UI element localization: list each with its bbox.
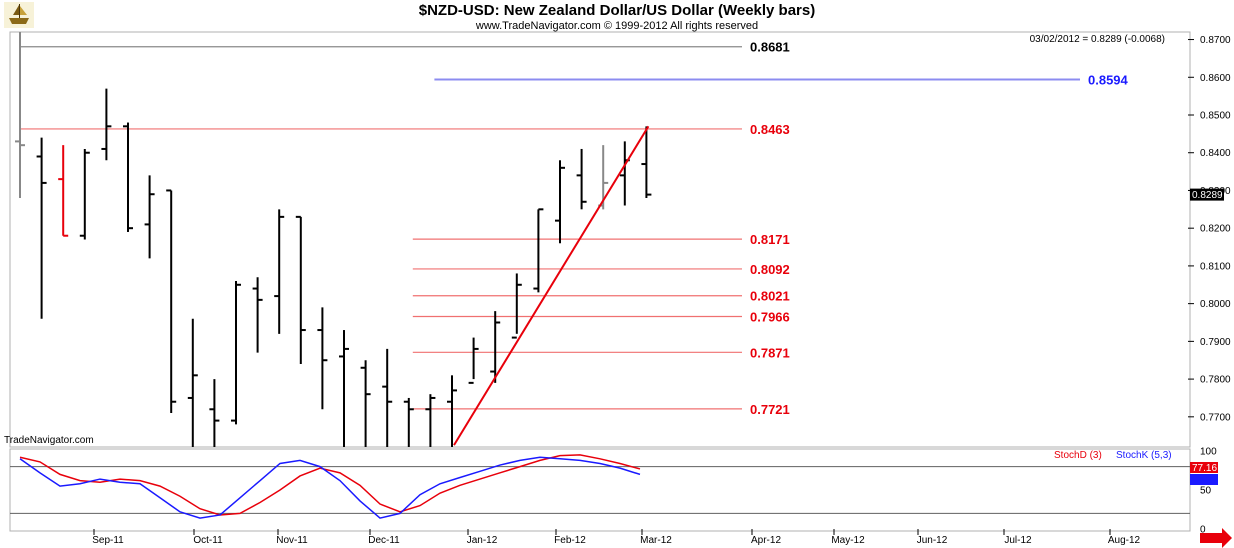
ohlc-bar — [274, 209, 285, 334]
price-tick-label: 0.7800 — [1200, 375, 1231, 386]
level-label: 0.7871 — [750, 345, 790, 360]
price-levels: 0.8681 0.8594 0.8463 0.8171 0.8092 0.8021 0.79… — [20, 40, 1129, 417]
oscillator-legend-entry: StochK (5,3) — [1116, 450, 1172, 461]
ohlc-bar — [123, 122, 133, 232]
oscillator-tick-label: 0 — [1200, 525, 1206, 536]
price-axis: 0.87000.86000.85000.84000.83000.82000.81… — [1188, 35, 1231, 423]
time-tick-label: Jan-12 — [467, 535, 498, 546]
logo-icon — [4, 2, 34, 28]
ohlc-bar — [36, 137, 47, 319]
level-label: 0.8092 — [750, 262, 790, 277]
time-axis: Sep-11 Oct-11 Nov-11 Dec-11 Jan-12 Feb-12 Mar-… — [92, 529, 1141, 546]
time-tick-label: Jul-12 — [1004, 535, 1032, 546]
oscillator-value-tag — [1190, 462, 1218, 473]
trendline-layer — [453, 125, 650, 446]
ohlc-bar — [15, 32, 25, 198]
ohlc-bar — [144, 175, 155, 259]
price-tick-label: 0.8200 — [1200, 224, 1231, 235]
last-price-label: 0.8289 — [1192, 190, 1223, 201]
oscillator-pane-frame — [9, 448, 1191, 532]
time-tick-label: Jun-12 — [917, 535, 948, 546]
price-tick-label: 0.8000 — [1200, 299, 1231, 310]
oscillator-series-line — [19, 456, 641, 519]
ohlc-bar — [533, 208, 544, 293]
ohlc-bar — [576, 148, 587, 210]
chart-title: $NZD-USD: New Zealand Dollar/US Dollar (… — [419, 2, 815, 19]
oscillator-value-label: 77.16 — [1192, 463, 1217, 474]
ohlc-bar — [166, 189, 177, 414]
ohlc-bar — [187, 318, 198, 447]
price-tick-label: 0.8400 — [1200, 148, 1231, 159]
ohlc-bar — [209, 379, 220, 447]
trendline — [453, 125, 650, 446]
level-label: 0.7721 — [750, 402, 790, 417]
level-label: 0.8463 — [750, 122, 790, 137]
ohlc-bar — [295, 215, 306, 364]
time-tick-label: Apr-12 — [751, 535, 781, 546]
time-tick-label: Mar-12 — [640, 535, 672, 546]
ohlc-bar — [425, 394, 436, 447]
ohlc-bar — [252, 277, 263, 353]
level-label: 0.8171 — [750, 232, 790, 247]
title-bar: $NZD-USD: New Zealand Dollar/US Dollar (… — [4, 2, 1165, 446]
price-tick-label: 0.8500 — [1200, 111, 1231, 122]
ohlc-bar — [555, 160, 565, 244]
oscillator-legend-entry: StochD (3) — [1054, 450, 1102, 461]
level-label: 0.8594 — [1088, 73, 1129, 88]
time-tick-label: Sep-11 — [92, 535, 124, 546]
watermark: TradeNavigator.com — [4, 435, 94, 446]
level-label: 0.8681 — [750, 40, 790, 55]
price-tick-label: 0.8700 — [1200, 35, 1231, 46]
ohlc-bar — [490, 311, 501, 383]
last-price-tag — [1190, 188, 1224, 201]
time-tick-label: Aug-12 — [1108, 535, 1141, 546]
ohlc-bar — [58, 145, 69, 237]
oscillator-tick-label: 50 — [1200, 486, 1212, 497]
price-tick-label: 0.7900 — [1200, 337, 1231, 348]
ohlc-bar — [79, 148, 90, 240]
ohlc-bar — [468, 337, 479, 384]
scroll-right-arrow-icon[interactable] — [1200, 528, 1232, 548]
oscillator-tick-label: 100 — [1200, 447, 1217, 458]
oscillator-grid — [10, 466, 1190, 514]
oscillator-value-tag — [1190, 474, 1218, 485]
ohlc-bar — [447, 375, 457, 447]
ohlc-bar — [339, 330, 349, 447]
ohlc-bar — [403, 397, 414, 447]
time-tick-label: Feb-12 — [554, 535, 586, 546]
time-tick-label: Dec-11 — [368, 535, 400, 546]
time-tick-label: May-12 — [831, 535, 865, 546]
level-label: 0.7966 — [750, 309, 790, 324]
oscillator-axis: 100 50 0 77.16 — [1190, 447, 1218, 536]
price-tick-label: 0.8100 — [1200, 261, 1231, 272]
time-tick-label: Oct-11 — [193, 535, 223, 546]
ohlc-bar — [231, 281, 241, 425]
price-readout: 03/02/2012 = 0.8289 (-0.0068) — [1030, 34, 1165, 45]
ohlc-bar — [101, 88, 112, 161]
chart-subtitle: www.TradeNavigator.com © 1999-2012 All r… — [475, 20, 758, 32]
level-label: 0.8021 — [750, 289, 790, 304]
ohlc-bar — [317, 307, 328, 410]
price-tick-label: 0.8600 — [1200, 73, 1231, 84]
ohlc-bar — [511, 273, 522, 339]
oscillator-lines — [19, 454, 641, 519]
oscillator-series-line — [19, 454, 641, 516]
oscillator-legend: StochD (3) StochK (5,3) — [1054, 450, 1172, 461]
ohlc-bar — [382, 348, 393, 447]
time-tick-label: Nov-11 — [276, 535, 308, 546]
ohlc-bar — [360, 360, 371, 447]
ohlc-bar — [641, 126, 652, 198]
price-tick-label: 0.7700 — [1200, 412, 1231, 423]
